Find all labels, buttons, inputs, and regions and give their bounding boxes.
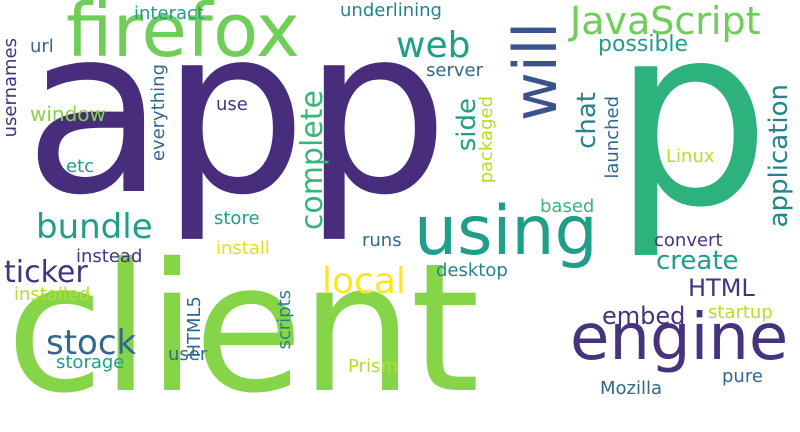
word-everything: everything [148,64,169,162]
word-app: app [24,0,449,246]
word-javascript: JavaScript [570,0,761,43]
word-usernames: usernames [0,38,21,138]
word-user: user [168,344,208,365]
word-possible: possible [598,32,689,57]
word-window: window [30,102,106,126]
word-install: install [216,238,270,259]
word-underlining: underlining [340,0,442,21]
word-client: client [6,225,480,432]
word-application: application [764,84,794,228]
word-local: local [322,261,406,302]
word-storage: storage [56,352,125,373]
word-bundle: bundle [36,207,153,247]
word-embed: embed [602,302,686,330]
word-web: web [396,25,471,66]
word-runs: runs [362,230,402,251]
word-based: based [540,196,595,217]
word-firefox: firefox [66,0,300,74]
word-html: HTML [688,274,755,302]
word-prism: Prism [348,356,398,377]
word-use: use [216,94,248,115]
word-convert: convert [654,230,723,251]
word-scripts: scripts [274,290,295,350]
word-packaged: packaged [476,96,497,184]
word-engine: engine [570,301,789,375]
word-installed: installed [14,284,91,305]
word-server: server [426,60,483,81]
word-ticker: ticker [4,255,88,290]
word-url: url [30,36,54,57]
word-mozilla: Mozilla [600,378,663,399]
word-will: will [501,22,571,122]
word-complete: complete [295,90,330,231]
word-using: using [414,192,598,271]
word-chat: chat [572,92,602,149]
word-interact: interact [134,3,204,24]
word-desktop: desktop [436,260,508,281]
word-linux: Linux [666,146,715,167]
word-launched: launched [602,96,623,179]
word-instead: instead [76,246,143,267]
word-etc: etc [66,156,95,177]
word-startup: startup [708,302,773,323]
word-pure: pure [722,366,763,387]
word-stock: stock [46,323,137,363]
word-create: create [656,246,739,276]
word-store: store [214,208,260,229]
word-cloud: app p client firefox engine using will J… [0,0,794,418]
word-p: p [612,0,771,262]
